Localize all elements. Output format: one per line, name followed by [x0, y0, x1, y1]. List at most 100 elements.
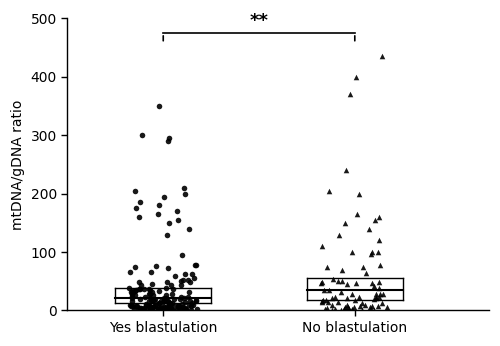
Point — [154, 211, 162, 217]
Point — [136, 200, 144, 205]
Point — [321, 306, 329, 312]
Point — [182, 307, 190, 313]
Point — [146, 291, 154, 297]
Point — [343, 281, 351, 287]
Point — [354, 211, 362, 217]
Point — [129, 289, 137, 295]
Point — [365, 226, 373, 231]
Text: **: ** — [250, 12, 268, 30]
Point — [375, 279, 383, 284]
Point — [374, 303, 382, 309]
Point — [138, 282, 145, 288]
Point — [146, 303, 154, 309]
Point — [154, 305, 162, 310]
Point — [131, 264, 139, 270]
Point — [168, 291, 176, 296]
Point — [132, 303, 140, 308]
Point — [340, 306, 347, 312]
Point — [164, 298, 172, 304]
Point — [145, 298, 153, 304]
Point — [352, 280, 360, 286]
Point — [164, 307, 172, 313]
Point — [336, 308, 344, 313]
Point — [128, 290, 136, 295]
Point — [192, 297, 200, 303]
Point — [126, 303, 134, 308]
Point — [343, 302, 351, 308]
Point — [148, 281, 156, 287]
Point — [372, 291, 380, 297]
Point — [126, 269, 134, 275]
Point — [128, 295, 136, 300]
Point — [160, 305, 168, 311]
Point — [180, 185, 188, 191]
Point — [370, 297, 378, 302]
Point — [335, 232, 343, 237]
Point — [325, 188, 333, 193]
Point — [318, 300, 326, 305]
Point — [186, 289, 194, 294]
Point — [359, 264, 367, 270]
Point — [182, 299, 190, 304]
Point — [128, 299, 136, 304]
Point — [157, 304, 165, 310]
Point — [186, 279, 194, 284]
Point — [338, 267, 346, 273]
Point — [370, 307, 378, 312]
Point — [155, 103, 163, 109]
Point — [328, 302, 336, 308]
Point — [132, 287, 140, 292]
Point — [154, 288, 162, 293]
Point — [130, 306, 138, 311]
Point — [334, 299, 342, 304]
Point — [156, 305, 164, 310]
Point — [146, 287, 154, 292]
Point — [188, 271, 196, 276]
Point — [134, 306, 142, 311]
Point — [352, 298, 360, 303]
Point — [160, 306, 168, 312]
Point — [176, 296, 184, 301]
Point — [178, 252, 186, 257]
Point — [147, 298, 155, 303]
Point — [354, 294, 362, 300]
Point — [166, 307, 174, 313]
Point — [358, 300, 366, 306]
Point — [188, 300, 196, 306]
Point — [146, 286, 154, 292]
Point — [320, 287, 328, 293]
Point — [193, 307, 201, 312]
Point — [182, 307, 190, 312]
Point — [140, 306, 148, 311]
Point — [160, 295, 168, 301]
Point — [368, 249, 376, 255]
Point — [159, 299, 167, 304]
Point — [176, 306, 184, 312]
Point — [192, 298, 200, 304]
Point — [160, 194, 168, 199]
Point — [155, 300, 163, 306]
Point — [157, 299, 165, 304]
Point — [324, 299, 332, 304]
Point — [126, 302, 134, 308]
Point — [125, 285, 133, 290]
Point — [140, 286, 148, 292]
Point — [330, 307, 338, 312]
Point — [190, 263, 198, 268]
Point — [174, 303, 182, 309]
Point — [158, 306, 166, 312]
Point — [180, 296, 188, 301]
Point — [346, 92, 354, 97]
Point — [348, 306, 356, 312]
Point — [162, 292, 170, 298]
Point — [323, 305, 331, 311]
Point — [174, 303, 182, 309]
Point — [180, 304, 188, 310]
Point — [177, 282, 185, 288]
Point — [155, 301, 163, 306]
Point — [168, 305, 175, 310]
Point — [367, 251, 375, 257]
Point — [188, 307, 196, 312]
Point — [362, 270, 370, 276]
Point — [328, 295, 336, 301]
